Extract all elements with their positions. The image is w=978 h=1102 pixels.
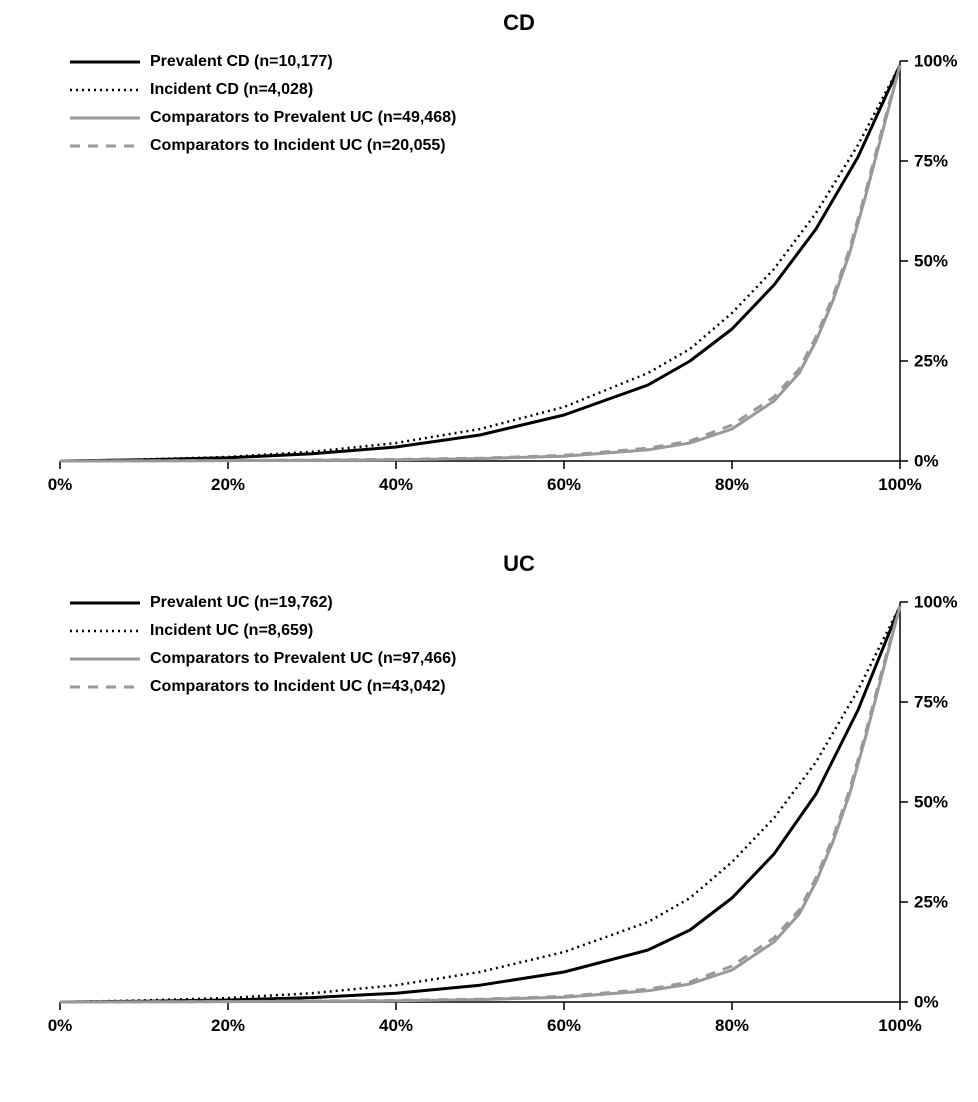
legend-item: Comparators to Incident UC (n=20,055): [70, 136, 456, 156]
legend-swatch: [70, 621, 140, 641]
x-tick-label: 20%: [211, 1016, 245, 1035]
x-tick-label: 0%: [48, 1016, 73, 1035]
chart-title: UC: [70, 551, 968, 577]
y-tick-label: 100%: [914, 593, 957, 612]
legend-item: Incident CD (n=4,028): [70, 80, 456, 100]
chart-container: CD 0% 20% 40% 60% 80% 100% 0% 25% 50% 75% 100% Preva…: [10, 10, 968, 1052]
y-tick-label: 50%: [914, 252, 948, 271]
legend-label: Incident CD (n=4,028): [150, 81, 313, 99]
x-tick-label: 100%: [878, 1016, 921, 1035]
legend-swatch: [70, 136, 140, 156]
legend-swatch: [70, 677, 140, 697]
y-tick-label: 75%: [914, 152, 948, 171]
legend-swatch: [70, 80, 140, 100]
legend: Prevalent CD (n=10,177) Incident CD (n=4,…: [70, 52, 456, 164]
chart-title: CD: [70, 10, 968, 36]
y-tick-label: 75%: [914, 693, 948, 712]
x-tick-label: 20%: [211, 475, 245, 494]
chart-panel-0: CD 0% 20% 40% 60% 80% 100% 0% 25% 50% 75% 100% Preva…: [10, 10, 968, 511]
x-tick-label: 40%: [379, 1016, 413, 1035]
legend-label: Comparators to Prevalent UC (n=49,468): [150, 109, 456, 127]
x-tick-label: 60%: [547, 1016, 581, 1035]
legend-item: Prevalent CD (n=10,177): [70, 52, 456, 72]
legend-swatch: [70, 649, 140, 669]
legend-item: Comparators to Prevalent UC (n=49,468): [70, 108, 456, 128]
legend-item: Comparators to Incident UC (n=43,042): [70, 677, 456, 697]
y-tick-label: 0%: [914, 452, 939, 471]
legend-label: Incident UC (n=8,659): [150, 622, 313, 640]
legend-swatch: [70, 593, 140, 613]
y-tick-label: 25%: [914, 893, 948, 912]
y-tick-label: 25%: [914, 352, 948, 371]
legend-label: Prevalent CD (n=10,177): [150, 53, 333, 71]
x-tick-label: 80%: [715, 475, 749, 494]
y-tick-label: 100%: [914, 52, 957, 71]
legend-item: Comparators to Prevalent UC (n=97,466): [70, 649, 456, 669]
y-tick-label: 0%: [914, 993, 939, 1012]
y-tick-label: 50%: [914, 793, 948, 812]
legend-label: Comparators to Incident UC (n=20,055): [150, 137, 446, 155]
chart-panel-1: UC 0% 20% 40% 60% 80% 100% 0% 25% 50% 75% 100% Preva…: [10, 551, 968, 1052]
legend-swatch: [70, 52, 140, 72]
x-tick-label: 40%: [379, 475, 413, 494]
x-tick-label: 100%: [878, 475, 921, 494]
legend: Prevalent UC (n=19,762) Incident UC (n=8,…: [70, 593, 456, 705]
legend-item: Prevalent UC (n=19,762): [70, 593, 456, 613]
legend-label: Comparators to Prevalent UC (n=97,466): [150, 650, 456, 668]
x-tick-label: 0%: [48, 475, 73, 494]
legend-label: Comparators to Incident UC (n=43,042): [150, 678, 446, 696]
x-tick-label: 60%: [547, 475, 581, 494]
legend-label: Prevalent UC (n=19,762): [150, 594, 333, 612]
legend-item: Incident UC (n=8,659): [70, 621, 456, 641]
legend-swatch: [70, 108, 140, 128]
x-tick-label: 80%: [715, 1016, 749, 1035]
